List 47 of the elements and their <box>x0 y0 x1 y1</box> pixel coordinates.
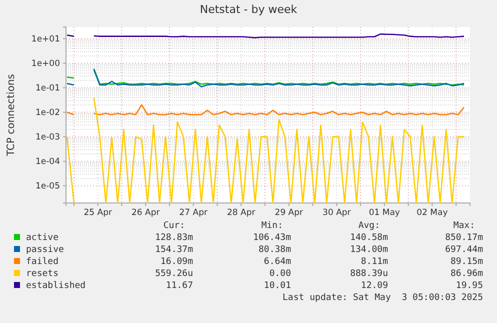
text: Max: <box>453 221 475 231</box>
text: 8.11m <box>360 257 388 267</box>
text: 19.95 <box>456 281 483 291</box>
text: Last update: Sat May 3 05:00:03 2025 <box>282 293 483 303</box>
text: 134.00m <box>350 245 388 255</box>
text: 559.26u <box>155 269 193 279</box>
legend-label: failed <box>26 257 59 267</box>
text: 86.96m <box>450 269 483 279</box>
x-tick-label: 30 Apr <box>322 208 352 218</box>
y-tick-label: 1e-03 <box>35 132 60 143</box>
text: 128.83m <box>155 233 193 243</box>
text: 0.00 <box>269 269 291 279</box>
chart-title: Netstat - by week <box>200 3 298 16</box>
text: Min: <box>261 221 283 231</box>
legend-label: established <box>26 281 86 291</box>
y-tick-label: 1e-02 <box>35 108 60 118</box>
x-tick-label: 28 Apr <box>227 208 256 218</box>
y-tick-label: 1e+01 <box>31 34 60 44</box>
x-tick-label: 02 May <box>416 208 448 218</box>
legend-label: passive <box>26 245 64 255</box>
x-tick-label: 29 Apr <box>274 208 304 218</box>
legend-label: active <box>26 233 59 243</box>
text: 6.64m <box>264 257 291 267</box>
text: 10.01 <box>264 281 291 291</box>
text: 80.38m <box>258 245 291 255</box>
y-axis-title: TCP connections <box>6 74 17 158</box>
y-tick-label: 1e-05 <box>35 182 60 192</box>
text: 106.43m <box>253 233 291 243</box>
legend-label: resets <box>26 269 59 279</box>
text: 89.15m <box>450 257 483 267</box>
x-tick-label: 25 Apr <box>84 208 112 218</box>
text: 850.17m <box>445 233 483 243</box>
text: 11.67 <box>166 281 193 291</box>
x-tick-label: 26 Apr <box>131 208 160 218</box>
text: 12.09 <box>360 281 388 291</box>
y-tick-label: 1e-01 <box>35 83 60 94</box>
x-tick-label: 27 Apr <box>179 208 208 218</box>
x-tick-label: 01 May <box>368 208 400 218</box>
y-tick-label: 1e-04 <box>35 157 60 168</box>
text: 140.58m <box>350 233 388 243</box>
text: Cur: <box>163 221 185 231</box>
text: 16.09m <box>160 257 193 267</box>
text: 697.44m <box>445 245 483 255</box>
text: Avg: <box>358 221 380 231</box>
y-tick-label: 1e+00 <box>31 58 60 69</box>
text: 888.39u <box>350 269 388 279</box>
text: 154.37m <box>155 245 193 255</box>
